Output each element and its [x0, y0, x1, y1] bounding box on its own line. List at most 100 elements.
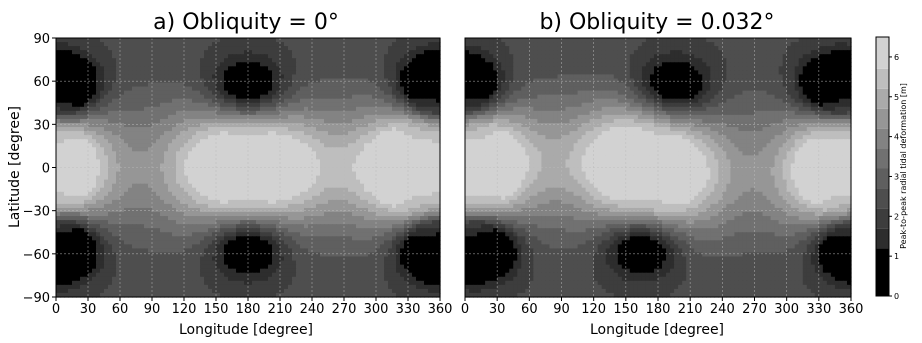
field-cell: [324, 191, 329, 197]
field-cell: [368, 167, 373, 173]
field-cell: [228, 110, 233, 116]
field-cell: [300, 167, 305, 173]
field-cell: [164, 50, 169, 55]
field-cell: [368, 171, 373, 177]
field-cell: [340, 66, 345, 71]
field-cell: [80, 139, 85, 144]
field-cell: [436, 131, 441, 136]
field-cell: [124, 58, 129, 63]
field-cell: [272, 167, 277, 173]
field-cell: [96, 94, 101, 100]
field-cell: [56, 106, 61, 112]
field-cell: [256, 90, 261, 96]
field-cell: [160, 46, 165, 51]
field-cell: [292, 191, 297, 197]
field-cell: [360, 106, 365, 112]
field-cell: [196, 159, 201, 165]
field-cell: [424, 207, 429, 213]
field-cell: [204, 54, 209, 59]
field-cell: [288, 70, 293, 76]
field-cell: [284, 212, 289, 217]
field-cell: [132, 122, 137, 128]
field-cell: [352, 42, 357, 47]
field-cell: [176, 131, 181, 136]
field-cell: [160, 106, 165, 112]
field-cell: [92, 167, 97, 173]
field-cell: [72, 42, 77, 47]
field-cell: [296, 38, 301, 43]
field-cell: [168, 70, 173, 76]
field-cell: [132, 127, 137, 132]
field-cell: [296, 244, 301, 250]
field-cell: [80, 70, 85, 76]
field-cell: [140, 50, 145, 55]
field-cell: [88, 90, 93, 96]
field-cell: [376, 94, 381, 100]
field-cell: [136, 135, 141, 140]
field-cell: [380, 114, 385, 120]
field-cell: [136, 224, 141, 229]
field-cell: [416, 171, 421, 177]
field-cell: [276, 220, 281, 225]
field-cell: [132, 151, 137, 156]
field-cell: [288, 102, 293, 108]
field-cell: [284, 110, 289, 116]
field-cell: [356, 155, 361, 161]
field-cell: [80, 207, 85, 213]
field-cell: [60, 155, 65, 161]
field-cell: [236, 179, 241, 185]
field-cell: [292, 244, 297, 250]
field-cell: [364, 143, 369, 148]
field-cell: [96, 179, 101, 185]
field-cell: [348, 236, 353, 241]
field-cell: [68, 50, 73, 55]
field-cell: [196, 42, 201, 47]
field-cell: [128, 82, 133, 88]
field-cell: [404, 159, 409, 165]
field-cell: [420, 58, 425, 63]
field-cell: [344, 159, 349, 165]
field-cell: [160, 143, 165, 148]
field-cell: [240, 228, 245, 233]
field-cell: [172, 106, 177, 112]
field-cell: [288, 106, 293, 112]
field-cell: [308, 46, 313, 51]
field-cell: [112, 90, 117, 96]
field-cell: [356, 46, 361, 51]
field-cell: [208, 70, 213, 76]
field-cell: [292, 155, 297, 161]
field-cell: [332, 70, 337, 76]
field-cell: [204, 70, 209, 76]
field-cell: [192, 240, 197, 245]
field-cell: [168, 114, 173, 120]
field-cell: [84, 199, 89, 205]
field-cell: [344, 122, 349, 128]
field-cell: [300, 187, 305, 193]
field-cell: [100, 90, 105, 96]
field-cell: [240, 98, 245, 104]
field-cell: [188, 203, 193, 209]
field-cell: [252, 46, 257, 51]
field-cell: [212, 78, 217, 84]
field-cell: [308, 171, 313, 177]
field-cell: [172, 155, 177, 161]
field-cell: [256, 50, 261, 55]
field-cell: [56, 187, 61, 193]
field-cell: [112, 98, 117, 104]
field-cell: [212, 228, 217, 233]
field-cell: [192, 86, 197, 92]
field-cell: [320, 163, 325, 169]
field-cell: [412, 122, 417, 128]
field-cell: [376, 179, 381, 185]
field-cell: [68, 86, 73, 92]
field-cell: [392, 90, 397, 96]
field-cell: [212, 102, 217, 108]
field-cell: [144, 240, 149, 245]
field-cell: [64, 66, 69, 71]
field-cell: [204, 191, 209, 197]
field-cell: [388, 236, 393, 241]
field-cell: [144, 114, 149, 120]
field-cell: [288, 74, 293, 80]
field-cell: [396, 203, 401, 209]
field-cell: [280, 118, 285, 124]
